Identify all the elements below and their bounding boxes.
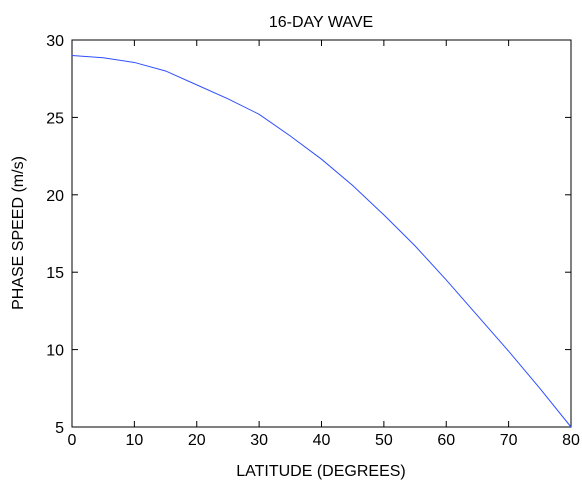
plot-area (71, 39, 572, 428)
x-tick-label: 10 (125, 432, 143, 449)
y-tick-label: 30 (46, 33, 64, 50)
y-tick-labels: 5 10 15 20 25 30 (46, 33, 64, 437)
x-tick-label: 20 (188, 432, 206, 449)
x-tick-labels: 0 10 20 30 40 50 60 70 80 (68, 432, 580, 449)
x-tick-label: 50 (375, 432, 393, 449)
x-tick-label: 30 (250, 432, 268, 449)
y-tick-label: 5 (55, 420, 64, 437)
y-tick-label: 10 (46, 343, 64, 360)
y-tick-label: 25 (46, 110, 64, 127)
chart-title: 16-DAY WAVE (269, 14, 373, 31)
x-tick-label: 0 (68, 432, 77, 449)
x-tick-label: 60 (437, 432, 455, 449)
tick-marks (71, 39, 572, 428)
x-tick-label: 40 (313, 432, 331, 449)
x-tick-label: 70 (500, 432, 518, 449)
series-line (71, 54, 572, 428)
y-tick-label: 15 (46, 265, 64, 282)
y-axis-title: PHASE SPEED (m/s) (10, 156, 27, 310)
series-layer (71, 54, 572, 428)
x-tick-label: 80 (562, 432, 580, 449)
x-axis-title: LATITUDE (DEGREES) (236, 463, 406, 480)
y-tick-label: 20 (46, 188, 64, 205)
